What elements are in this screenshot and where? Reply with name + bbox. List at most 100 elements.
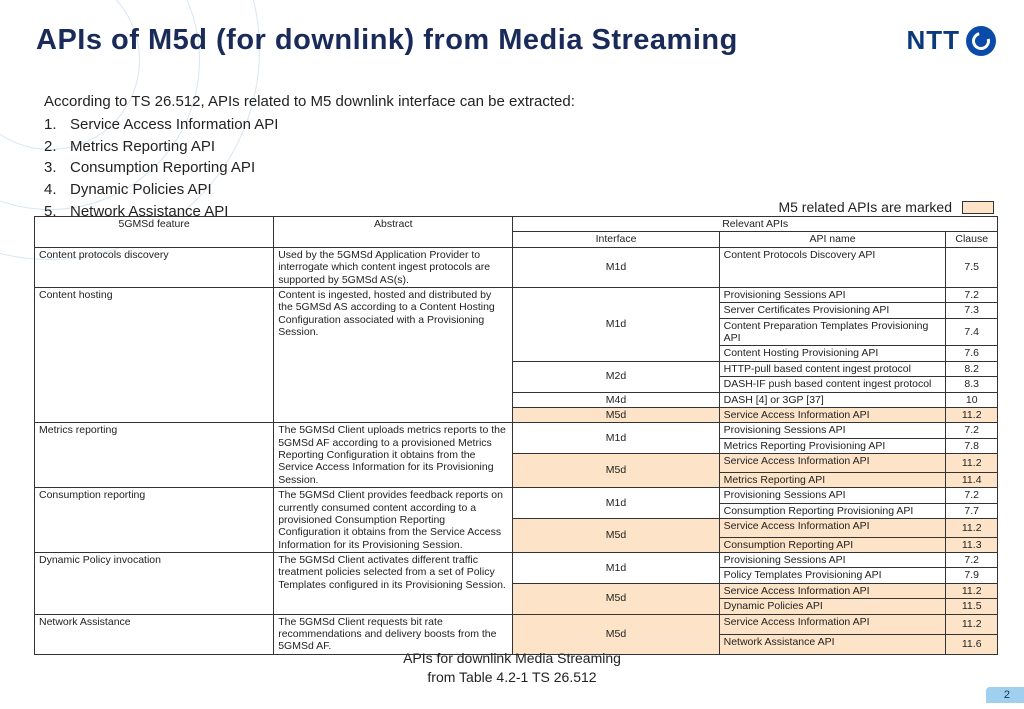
cell-interface: M1d	[513, 423, 719, 454]
api-table: 5GMSd feature Abstract Relevant APIs Int…	[34, 216, 998, 655]
cell-api-name: Service Access Information API	[719, 614, 946, 634]
cell-clause: 7.8	[946, 438, 998, 453]
table-row: Consumption reportingThe 5GMSd Client pr…	[35, 488, 998, 503]
cell-abstract: The 5GMSd Client uploads metrics reports…	[274, 423, 513, 488]
cell-api-name: Dynamic Policies API	[719, 599, 946, 614]
cell-api-name: Consumption Reporting Provisioning API	[719, 503, 946, 518]
cell-clause: 7.5	[946, 247, 998, 287]
cell-api-name: Provisioning Sessions API	[719, 287, 946, 302]
cell-api-name: Content Preparation Templates Provisioni…	[719, 318, 946, 346]
table-row: Metrics reportingThe 5GMSd Client upload…	[35, 423, 998, 438]
cell-abstract: The 5GMSd Client activates different tra…	[274, 553, 513, 615]
cell-feature: Metrics reporting	[35, 423, 274, 488]
intro-list-item: 2. Metrics Reporting API	[44, 136, 575, 158]
cell-clause: 7.2	[946, 553, 998, 568]
logo-text: NTT	[906, 25, 960, 56]
cell-interface: M4d	[513, 392, 719, 407]
page-title: APIs of M5d (for downlink) from Media St…	[36, 24, 738, 57]
list-number: 4.	[44, 179, 57, 201]
cell-clause: 7.9	[946, 568, 998, 583]
th-interface: Interface	[513, 232, 719, 247]
cell-api-name: Consumption Reporting API	[719, 537, 946, 552]
list-label: Consumption Reporting API	[70, 159, 255, 176]
table-row: Content protocols discoveryUsed by the 5…	[35, 247, 998, 287]
header: APIs of M5d (for downlink) from Media St…	[36, 24, 996, 57]
cell-interface: M1d	[513, 287, 719, 361]
legend-swatch	[962, 201, 994, 214]
cell-feature: Network Assistance	[35, 614, 274, 654]
cell-clause: 11.3	[946, 537, 998, 552]
cell-interface: M5d	[513, 407, 719, 422]
cell-interface: M5d	[513, 583, 719, 614]
th-relevant: Relevant APIs	[513, 217, 998, 232]
list-label: Metrics Reporting API	[70, 138, 215, 155]
ntt-logo: NTT	[906, 25, 996, 56]
cell-clause: 8.3	[946, 377, 998, 392]
caption-line1: APIs for downlink Media Streaming	[0, 649, 1024, 668]
cell-clause: 11.2	[946, 454, 998, 473]
cell-api-name: Server Certificates Provisioning API	[719, 303, 946, 318]
legend: M5 related APIs are marked	[778, 199, 994, 215]
cell-api-name: Policy Templates Provisioning API	[719, 568, 946, 583]
cell-clause: 11.2	[946, 583, 998, 598]
cell-api-name: Service Access Information API	[719, 583, 946, 598]
cell-api-name: Content Protocols Discovery API	[719, 247, 946, 287]
cell-clause: 11.5	[946, 599, 998, 614]
intro-list: 1. Service Access Information API 2. Metric…	[44, 114, 575, 223]
cell-clause: 10	[946, 392, 998, 407]
cell-api-name: Provisioning Sessions API	[719, 423, 946, 438]
intro-lead: According to TS 26.512, APIs related to …	[44, 91, 575, 113]
cell-abstract: The 5GMSd Client provides feedback repor…	[274, 488, 513, 553]
list-label: Dynamic Policies API	[70, 181, 212, 198]
cell-clause: 11.2	[946, 407, 998, 422]
cell-api-name: Service Access Information API	[719, 407, 946, 422]
cell-interface: M5d	[513, 614, 719, 654]
cell-clause: 7.2	[946, 488, 998, 503]
cell-api-name: Provisioning Sessions API	[719, 553, 946, 568]
cell-clause: 11.2	[946, 518, 998, 537]
cell-api-name: HTTP-pull based content ingest protocol	[719, 361, 946, 376]
cell-clause: 8.2	[946, 361, 998, 376]
cell-api-name: Metrics Reporting API	[719, 472, 946, 487]
cell-clause: 7.7	[946, 503, 998, 518]
cell-feature: Content protocols discovery	[35, 247, 274, 287]
intro-list-item: 1. Service Access Information API	[44, 114, 575, 136]
cell-abstract: Content is ingested, hosted and distribu…	[274, 287, 513, 422]
table-caption: APIs for downlink Media Streaming from T…	[0, 649, 1024, 687]
page-number-badge: 2	[986, 687, 1024, 703]
cell-feature: Content hosting	[35, 287, 274, 422]
cell-api-name: DASH-IF push based content ingest protoc…	[719, 377, 946, 392]
table-row: Content hostingContent is ingested, host…	[35, 287, 998, 302]
cell-api-name: Metrics Reporting Provisioning API	[719, 438, 946, 453]
table-row: Network AssistanceThe 5GMSd Client reque…	[35, 614, 998, 634]
cell-clause: 7.2	[946, 287, 998, 302]
cell-clause: 7.6	[946, 346, 998, 361]
cell-interface: M1d	[513, 247, 719, 287]
intro-list-item: 4. Dynamic Policies API	[44, 179, 575, 201]
list-number: 3.	[44, 157, 57, 179]
cell-api-name: Service Access Information API	[719, 518, 946, 537]
list-number: 1.	[44, 114, 57, 136]
cell-feature: Dynamic Policy invocation	[35, 553, 274, 615]
cell-clause: 7.3	[946, 303, 998, 318]
cell-interface: M1d	[513, 553, 719, 584]
cell-interface: M2d	[513, 361, 719, 392]
cell-clause: 7.2	[946, 423, 998, 438]
th-api-name: API name	[719, 232, 946, 247]
list-label: Service Access Information API	[70, 116, 278, 133]
th-clause: Clause	[946, 232, 998, 247]
cell-interface: M5d	[513, 518, 719, 552]
list-number: 2.	[44, 136, 57, 158]
cell-clause: 7.4	[946, 318, 998, 346]
cell-clause: 11.2	[946, 614, 998, 634]
cell-api-name: DASH [4] or 3GP [37]	[719, 392, 946, 407]
legend-text: M5 related APIs are marked	[778, 199, 952, 215]
cell-abstract: The 5GMSd Client requests bit rate recom…	[274, 614, 513, 654]
intro-list-item: 3. Consumption Reporting API	[44, 157, 575, 179]
caption-line2: from Table 4.2-1 TS 26.512	[0, 668, 1024, 687]
cell-api-name: Content Hosting Provisioning API	[719, 346, 946, 361]
intro-block: According to TS 26.512, APIs related to …	[44, 91, 575, 223]
logo-badge-icon	[966, 26, 996, 56]
cell-feature: Consumption reporting	[35, 488, 274, 553]
th-feature: 5GMSd feature	[35, 217, 274, 248]
